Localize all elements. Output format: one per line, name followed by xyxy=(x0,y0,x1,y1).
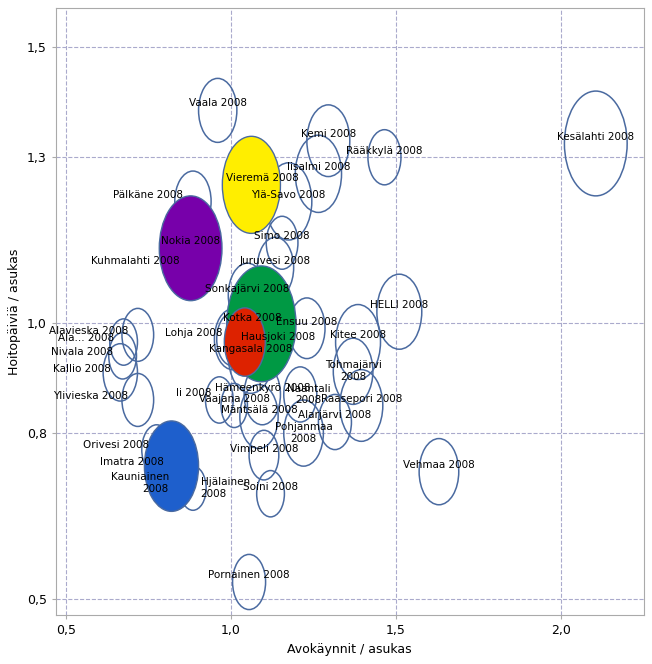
Circle shape xyxy=(222,136,280,233)
Text: Kuhmalahti 2008: Kuhmalahti 2008 xyxy=(91,256,180,266)
Text: Orivesi 2008: Orivesi 2008 xyxy=(83,440,149,450)
Text: Alavieska 2008: Alavieska 2008 xyxy=(48,326,128,336)
Text: Pornainen 2008: Pornainen 2008 xyxy=(208,570,290,580)
Text: Kauniainen
2008: Kauniainen 2008 xyxy=(111,472,169,493)
Text: Soini 2008: Soini 2008 xyxy=(243,482,298,492)
Text: HELLI 2008: HELLI 2008 xyxy=(370,300,428,310)
Text: Nokia 2008: Nokia 2008 xyxy=(161,236,220,246)
Circle shape xyxy=(144,421,199,511)
Text: Tohmajärvi
2008: Tohmajärvi 2008 xyxy=(325,361,381,382)
Text: Hämeenkyrö 2008: Hämeenkyrö 2008 xyxy=(215,383,310,393)
Text: Nivala 2008: Nivala 2008 xyxy=(51,347,113,357)
Text: Imatra 2008: Imatra 2008 xyxy=(100,457,164,467)
Text: Hjälainen
2008: Hjälainen 2008 xyxy=(201,477,250,499)
Text: Vaala 2008: Vaala 2008 xyxy=(188,98,246,108)
Text: Pohjanmaa
2008: Pohjanmaa 2008 xyxy=(274,422,333,444)
Text: Mäntsälä 2008: Mäntsälä 2008 xyxy=(220,405,297,415)
Text: Ensuu 2008: Ensuu 2008 xyxy=(276,317,338,327)
Text: Iisalmi 2008: Iisalmi 2008 xyxy=(287,162,350,172)
Text: Juruvesi 2008: Juruvesi 2008 xyxy=(240,256,311,266)
Y-axis label: Hoitopäiviä / asukas: Hoitopäiviä / asukas xyxy=(8,248,22,375)
Text: Rääkkylä 2008: Rääkkylä 2008 xyxy=(346,145,422,155)
X-axis label: Avokäynnit / asukas: Avokäynnit / asukas xyxy=(288,643,412,655)
Text: Kitee 2008: Kitee 2008 xyxy=(330,330,386,340)
Text: Hausjoki 2008: Hausjoki 2008 xyxy=(241,331,315,341)
Text: Lohja 2008: Lohja 2008 xyxy=(165,327,223,338)
Text: Naantali
2008: Naantali 2008 xyxy=(287,384,331,405)
Text: Vaajana 2008: Vaajana 2008 xyxy=(199,394,270,404)
Text: Kallio 2008: Kallio 2008 xyxy=(53,363,110,374)
Text: Sonkajärvi 2008: Sonkajärvi 2008 xyxy=(205,284,289,293)
Text: Kotka 2008: Kotka 2008 xyxy=(223,313,282,323)
Text: Vieremä 2008: Vieremä 2008 xyxy=(226,173,299,183)
Circle shape xyxy=(227,266,296,382)
Text: Raasepori 2008: Raasepori 2008 xyxy=(321,394,402,404)
Circle shape xyxy=(224,308,265,376)
Text: Kangasala 2008: Kangasala 2008 xyxy=(209,344,292,354)
Text: Ylivieska 2008: Ylivieska 2008 xyxy=(53,391,128,401)
Text: Vehmaa 2008: Vehmaa 2008 xyxy=(403,460,475,470)
Text: Ala... 2008: Ala... 2008 xyxy=(57,333,113,343)
Text: Ii 2008: Ii 2008 xyxy=(176,388,212,398)
Text: Pälkäne 2008: Pälkäne 2008 xyxy=(113,190,183,200)
Circle shape xyxy=(159,196,222,301)
Text: Simo 2008: Simo 2008 xyxy=(254,231,310,241)
Text: Ylä-Savo 2008: Ylä-Savo 2008 xyxy=(252,190,326,200)
Text: Kesälahti 2008: Kesälahti 2008 xyxy=(557,132,634,142)
Text: Kemi 2008: Kemi 2008 xyxy=(301,129,356,139)
Text: Alarjärvi 2008: Alarjärvi 2008 xyxy=(299,410,372,420)
Text: Vimpeli 2008: Vimpeli 2008 xyxy=(230,444,298,454)
